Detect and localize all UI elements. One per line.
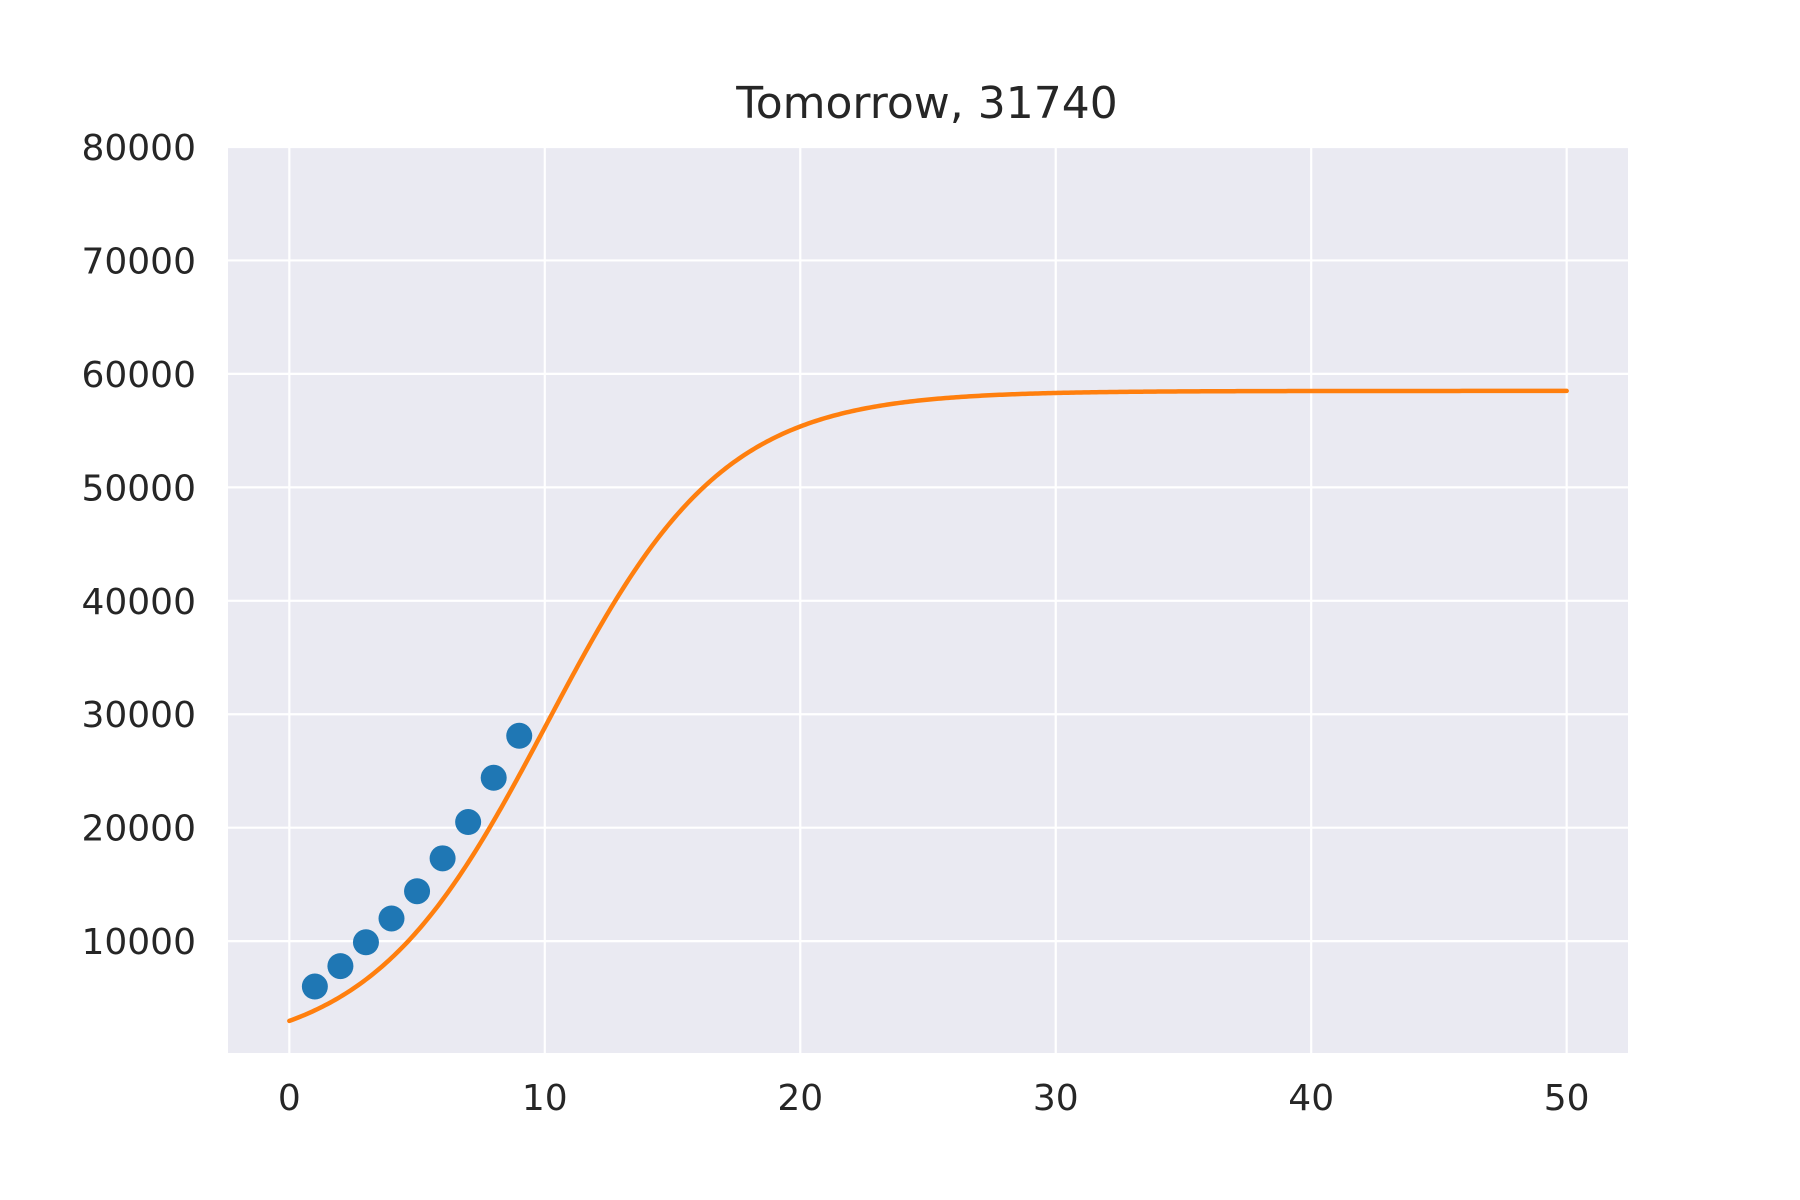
x-tick-label: 20 — [777, 1078, 823, 1119]
y-axis-ticks: 10000 20000 30000 40000 50000 60000 70000 80000 — [81, 128, 196, 963]
x-tick-label: 40 — [1288, 1078, 1334, 1119]
y-tick-label: 80000 — [81, 128, 196, 169]
y-tick-label: 40000 — [81, 582, 196, 623]
x-tick-label: 0 — [278, 1078, 301, 1119]
data-point — [301, 973, 328, 1000]
y-tick-label: 70000 — [81, 241, 196, 282]
y-tick-label: 10000 — [81, 922, 196, 963]
fit-line-series — [287, 388, 1569, 1024]
x-tick-label: 30 — [1033, 1078, 1079, 1119]
y-tick-label: 20000 — [81, 809, 196, 850]
data-point — [352, 929, 379, 956]
data-point — [480, 764, 507, 791]
y-tick-label: 30000 — [81, 695, 196, 736]
scatter-series — [301, 722, 533, 1000]
y-tick-label: 60000 — [81, 355, 196, 396]
x-tick-label: 50 — [1544, 1078, 1590, 1119]
x-tick-label: 10 — [522, 1078, 568, 1119]
y-tick-label: 50000 — [81, 468, 196, 509]
chart-title: Tomorrow, 31740 — [735, 78, 1117, 129]
data-point — [327, 953, 354, 980]
data-point — [378, 905, 405, 932]
data-point — [404, 878, 431, 905]
fit-line — [287, 388, 1569, 1024]
data-point — [429, 845, 456, 872]
data-point — [506, 722, 533, 749]
x-axis-ticks: 0 10 20 30 40 50 — [278, 1078, 1590, 1119]
data-point — [455, 809, 482, 836]
